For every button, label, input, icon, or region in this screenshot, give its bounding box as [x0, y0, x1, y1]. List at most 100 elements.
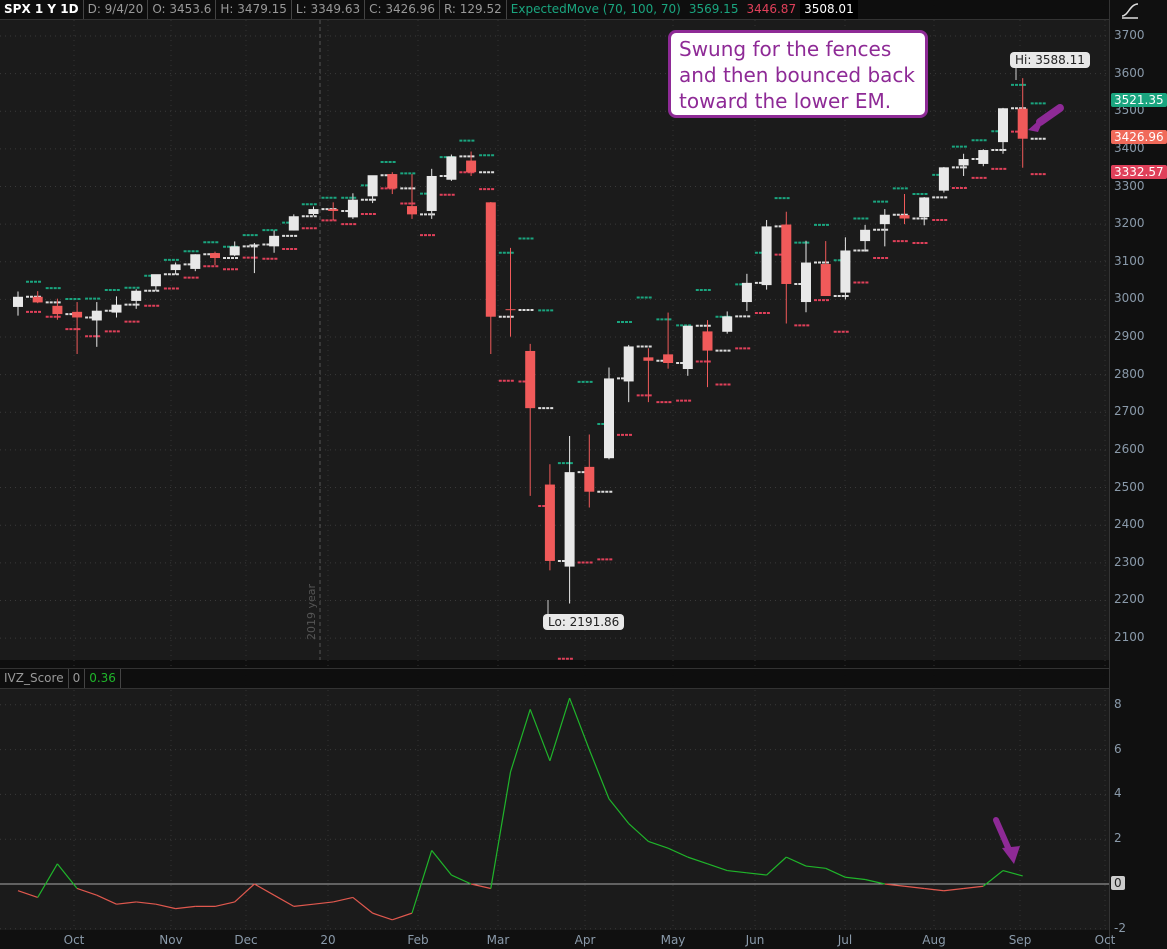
ivz-segment: [569, 697, 590, 750]
price-tick-label: 2100: [1114, 630, 1145, 645]
price-tick-label: 2300: [1114, 554, 1145, 569]
candle-body: [781, 224, 792, 284]
ivz-segment: [924, 887, 944, 892]
candle-body: [190, 254, 201, 269]
ivz-study-label[interactable]: IVZ_Score: [0, 669, 69, 688]
ivz-segment: [825, 867, 846, 878]
price-tick-label: 2600: [1114, 441, 1145, 456]
candle-body: [919, 197, 930, 218]
year-marker: 2019 year: [305, 583, 318, 640]
ivz-segment: [76, 887, 97, 896]
ivz-zero-badge: 0: [1111, 876, 1125, 890]
ivz-segment: [963, 885, 984, 890]
candle-body: [485, 202, 496, 317]
ivz-segment: [529, 709, 551, 762]
price-tick-label: 2200: [1114, 592, 1145, 607]
ivz-segment: [470, 883, 491, 890]
candle-body: [643, 357, 654, 361]
ivz-segment: [805, 865, 826, 869]
candle-body: [210, 253, 220, 259]
candle-body: [564, 472, 575, 567]
candle-body: [52, 305, 63, 315]
ivz-segment: [451, 874, 472, 885]
candle-body: [229, 246, 240, 256]
price-tick-label: 3100: [1114, 253, 1145, 268]
candle-body: [32, 296, 43, 303]
ivz-segment: [588, 749, 610, 800]
ivz-segment: [293, 903, 314, 907]
ivz-segment: [884, 883, 905, 887]
ivz-segment: [155, 903, 176, 910]
month-tick-label: Mar: [486, 933, 510, 947]
low-label: Lo: 2191.86: [543, 614, 625, 630]
ivz-segment: [786, 856, 807, 867]
time-axis: [0, 930, 1109, 949]
candle-body: [761, 226, 772, 286]
drawing-tool-icon[interactable]: [1110, 0, 1167, 20]
candle-body: [407, 206, 417, 215]
ivz-segment: [628, 823, 649, 842]
arrow-head-icon: [1028, 114, 1046, 132]
ivz-tick-label: 4: [1114, 786, 1122, 801]
candle-body: [367, 175, 378, 197]
candle-body: [663, 354, 674, 364]
candle-body: [505, 309, 516, 311]
candle-body: [998, 108, 1008, 143]
candle-body: [820, 264, 831, 297]
ivz-segment: [727, 869, 747, 874]
ivz-segment: [667, 847, 689, 858]
month-tick-label: Oct: [1094, 933, 1116, 947]
price-axis[interactable]: [1109, 0, 1167, 949]
candle-body: [938, 167, 949, 191]
close-value: C: 3426.96: [365, 0, 440, 19]
price-tick-label: 3400: [1114, 140, 1145, 155]
month-tick-label: Feb: [407, 933, 429, 947]
candle-body: [150, 274, 161, 287]
ivz-segment: [746, 872, 767, 876]
ivz-segment: [254, 883, 275, 896]
symbol-label[interactable]: SPX 1 Y 1D: [0, 0, 84, 19]
candle-body: [111, 304, 122, 313]
ivz-segment: [549, 697, 571, 761]
panel-divider: [0, 660, 1109, 668]
close-badge: 3426.96: [1111, 130, 1167, 144]
ivz-segment: [313, 901, 334, 905]
em-mid-value: 3508.01: [800, 0, 858, 19]
candle-body: [426, 175, 437, 211]
candle-body: [623, 346, 634, 382]
high-value: H: 3479.15: [216, 0, 292, 19]
candle-body: [702, 331, 713, 351]
month-tick-label: 20: [320, 933, 336, 947]
candle-body: [288, 216, 299, 231]
arrow-icon: [993, 817, 1013, 855]
candle-body: [899, 215, 910, 219]
price-tick-label: 3600: [1114, 65, 1145, 80]
month-tick-label: Dec: [234, 933, 258, 947]
ivz-segment: [509, 709, 531, 773]
open-value: O: 3453.6: [148, 0, 217, 19]
month-tick-label: Jul: [837, 933, 853, 947]
candle-body: [328, 209, 339, 211]
candle-body: [860, 229, 871, 242]
em-upper-badge: 3521.35: [1111, 93, 1167, 107]
ivz-tick-label: 2: [1114, 831, 1122, 846]
candle-body: [525, 350, 536, 409]
ivz-segment: [904, 885, 925, 890]
ivz-segment: [608, 798, 630, 824]
em-lower-value: 3446.87: [746, 2, 797, 16]
ivz-segment: [56, 863, 78, 889]
ivz-segment: [17, 890, 38, 899]
em-lower-badge: 3332.57: [1111, 165, 1167, 179]
ivz-segment: [234, 883, 255, 903]
ivz-segment: [333, 896, 354, 903]
ivz-tick-label: 6: [1114, 741, 1122, 756]
study-label[interactable]: ExpectedMove (70, 100, 70): [510, 2, 681, 16]
chart-canvas: [0, 20, 1109, 949]
candle-body: [879, 214, 890, 225]
month-tick-label: Apr: [574, 933, 596, 947]
month-tick-label: Nov: [159, 933, 183, 947]
candle-body: [72, 311, 83, 318]
ivz-segment: [273, 894, 295, 907]
ivz-segment: [96, 894, 117, 905]
arrow-head-icon: [1002, 846, 1020, 864]
